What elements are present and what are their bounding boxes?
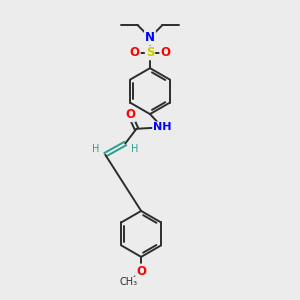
Text: N: N — [145, 31, 155, 44]
Text: O: O — [130, 46, 140, 59]
Text: H: H — [92, 144, 100, 154]
Text: CH₃: CH₃ — [120, 277, 138, 287]
Text: O: O — [125, 108, 135, 121]
Text: NH: NH — [153, 122, 172, 132]
Text: O: O — [160, 46, 170, 59]
Text: S: S — [146, 46, 154, 59]
Text: H: H — [131, 144, 138, 154]
Text: O: O — [136, 265, 146, 278]
